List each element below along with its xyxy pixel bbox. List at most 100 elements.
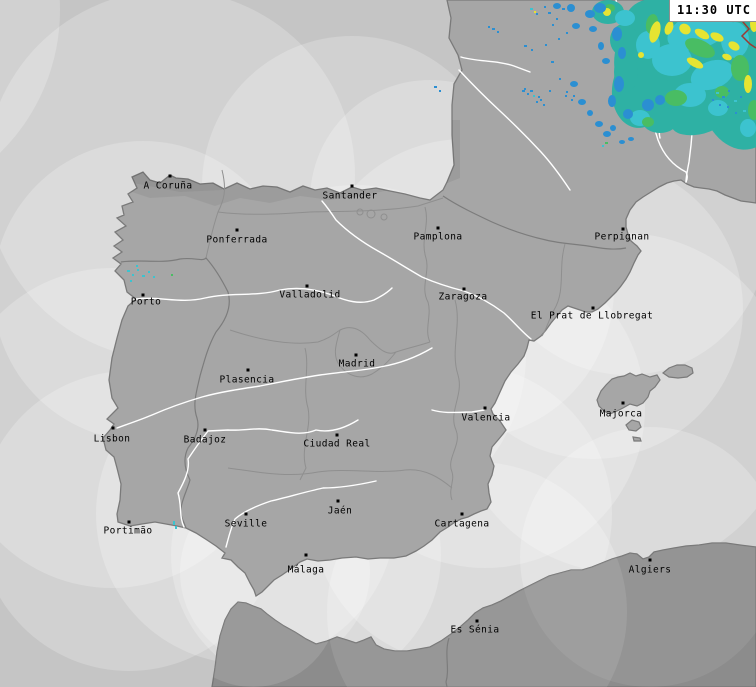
- city-dot: [354, 353, 358, 357]
- radar-speckle: [533, 95, 535, 97]
- radar-echo: [612, 27, 622, 41]
- radar-speckle: [558, 38, 560, 40]
- radar-speckle: [538, 96, 540, 98]
- city-label: A Coruña: [143, 180, 193, 192]
- landmass-iberia-france: [102, 0, 756, 598]
- radar-speckle: [559, 78, 561, 80]
- radar-echo: [665, 90, 687, 106]
- radar-speckle: [545, 44, 547, 46]
- radar-echo: [608, 95, 616, 107]
- city-dot: [436, 226, 440, 230]
- country-borders: [120, 195, 627, 687]
- city-dot: [460, 512, 464, 516]
- island-majorca: [596, 372, 661, 415]
- radar-speckle: [497, 31, 499, 33]
- radar-speckle: [132, 274, 134, 276]
- city-dot: [305, 284, 309, 288]
- radar-speckle: [173, 521, 175, 525]
- radar-echo: [685, 38, 715, 58]
- radar-echo: [589, 26, 597, 32]
- landmass-africa: [211, 542, 756, 687]
- radar-speckle: [551, 61, 554, 63]
- city-dot: [335, 433, 339, 437]
- radar-speckle: [543, 104, 545, 106]
- radar-speckle: [136, 265, 138, 267]
- radar-speckle: [527, 93, 529, 95]
- radar-echo: [744, 75, 752, 93]
- river-jucar: [431, 409, 485, 414]
- radar-echo: [615, 10, 635, 26]
- city-label: Lisbon: [93, 433, 131, 445]
- radar-speckle: [734, 100, 737, 102]
- city-dot: [168, 174, 172, 178]
- radar-echo: [594, 3, 606, 13]
- radar-echo: [553, 3, 561, 9]
- city-label: Valladolid: [279, 289, 341, 301]
- radar-speckle: [524, 45, 527, 47]
- island-menorca: [661, 364, 694, 379]
- city-dot: [648, 558, 652, 562]
- radar-speckle: [722, 96, 725, 98]
- radar-echo: [686, 57, 704, 69]
- city-label: Cartagena: [434, 518, 490, 530]
- timestamp-badge: 11:30 UTC: [668, 0, 756, 22]
- city-dot: [462, 287, 466, 291]
- river-tagus: [116, 347, 433, 429]
- radar-echo: [628, 137, 634, 141]
- city-dot: [621, 227, 625, 231]
- radar-echo: [722, 53, 732, 61]
- region-borders: [205, 169, 566, 501]
- city-dot: [591, 306, 595, 310]
- radar-echo: [603, 131, 611, 137]
- radar-speckle: [549, 90, 551, 92]
- city-label: Jaén: [327, 505, 353, 517]
- radar-speckle: [171, 274, 173, 276]
- city-dot: [350, 184, 354, 188]
- radar-echo: [585, 10, 595, 18]
- radar-echo: [614, 76, 624, 92]
- rivers: [116, 0, 695, 548]
- radar-echo: [610, 125, 616, 131]
- city-label: Algiers: [628, 564, 672, 576]
- city-dot: [141, 293, 145, 297]
- radar-echo: [619, 140, 625, 144]
- radar-speckle: [573, 95, 575, 97]
- radar-echo: [572, 23, 580, 29]
- radar-echo: [649, 21, 661, 43]
- radar-echo: [618, 47, 626, 59]
- radar-speckle: [562, 8, 565, 10]
- radar-echo: [731, 55, 749, 81]
- city-label: Plasencia: [219, 374, 275, 386]
- radar-speckle: [153, 276, 155, 278]
- radar-speckle: [536, 13, 538, 15]
- radar-echo: [740, 119, 756, 137]
- radar-speckle: [552, 24, 554, 26]
- radar-speckle: [548, 12, 551, 14]
- radar-speckle: [536, 101, 538, 103]
- city-label: Madrid: [338, 358, 376, 370]
- radar-speckle: [488, 26, 490, 28]
- radar-speckle: [522, 90, 525, 92]
- radar-speckle: [540, 99, 542, 101]
- city-label: Zaragoza: [438, 291, 488, 303]
- city-dot: [244, 512, 248, 516]
- radar-echo: [710, 32, 724, 42]
- radar-echo: [708, 100, 728, 116]
- radar-speckle: [137, 269, 139, 271]
- radar-echo: [602, 58, 610, 64]
- radar-echo: [748, 100, 756, 120]
- river-guadiana: [177, 419, 359, 528]
- city-label: Porto: [130, 296, 162, 308]
- radar-speckle: [142, 275, 145, 277]
- border-spain-france: [442, 195, 627, 250]
- city-label: Ciudad Real: [303, 438, 371, 450]
- radar-speckle: [439, 90, 441, 92]
- radar-precipitation-layer: [127, 0, 756, 529]
- city-label: Seville: [224, 518, 268, 530]
- radar-speckle: [743, 110, 746, 112]
- radar-echo: [638, 52, 644, 58]
- radar-speckle: [712, 99, 714, 101]
- border-portugal-spain: [120, 257, 230, 529]
- city-label: Majorca: [599, 408, 643, 420]
